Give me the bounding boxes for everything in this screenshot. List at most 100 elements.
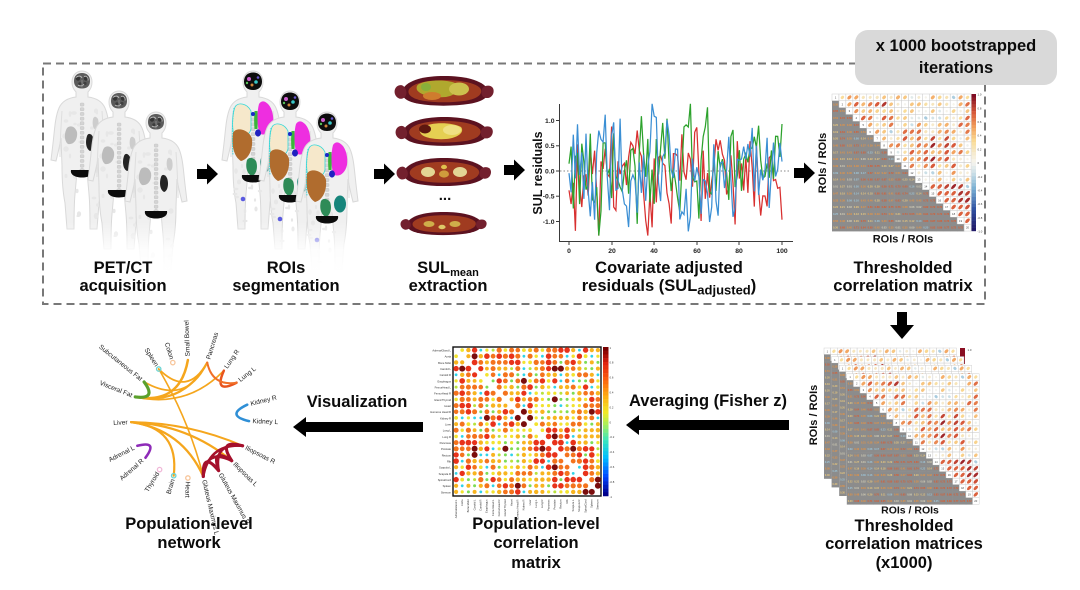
svg-text:Scapula R: Scapula R: [577, 499, 581, 511]
svg-text:-0.8: -0.8: [978, 216, 983, 220]
svg-text:-0.6: -0.6: [978, 202, 983, 206]
svg-text:Carotid L: Carotid L: [472, 499, 476, 510]
svg-text:0.6: 0.6: [978, 120, 982, 124]
svg-text:AdrenalGland L: AdrenalGland L: [432, 348, 451, 352]
svg-text:Carotid R: Carotid R: [479, 499, 483, 510]
svg-text:ROIs / ROIs: ROIs / ROIs: [881, 505, 939, 517]
svg-text:FemurHead L: FemurHead L: [435, 385, 452, 389]
svg-text:0.4: 0.4: [978, 134, 982, 138]
svg-text:0.8: 0.8: [610, 361, 614, 365]
svg-text:-1.0: -1.0: [543, 219, 555, 226]
svg-text:Rib: Rib: [565, 499, 569, 504]
svg-text:FemurHead R: FemurHead R: [434, 392, 451, 396]
svg-text:Small Bowel: Small Bowel: [184, 320, 192, 357]
svg-text:0.2: 0.2: [978, 147, 982, 151]
svg-text:Pancreas: Pancreas: [440, 441, 452, 445]
svg-text:...: ...: [439, 187, 452, 204]
svg-text:Heart: Heart: [183, 481, 191, 498]
svg-text:ROIs / ROIs: ROIs / ROIs: [873, 234, 934, 246]
svg-text:SpinalCord: SpinalCord: [583, 499, 587, 513]
svg-text:0: 0: [610, 420, 612, 424]
svg-text:Aorta: Aorta: [460, 499, 464, 506]
svg-text:Gland Thyroid: Gland Thyroid: [434, 398, 451, 402]
svg-text:ROIs / ROIs: ROIs / ROIs: [817, 133, 829, 194]
svg-text:Pancreas: Pancreas: [546, 499, 550, 511]
svg-text:SpinalCord: SpinalCord: [438, 478, 452, 482]
svg-text:Rectum: Rectum: [442, 453, 452, 457]
svg-text:Spleen: Spleen: [143, 347, 160, 368]
svg-text:0.0: 0.0: [545, 168, 555, 175]
svg-text:Prostate: Prostate: [441, 447, 452, 451]
svg-text:Lung R: Lung R: [540, 499, 544, 508]
svg-text:Lung L: Lung L: [443, 429, 452, 433]
svg-text:Scapula R: Scapula R: [439, 472, 451, 476]
svg-text:Adrenal L: Adrenal L: [108, 445, 137, 464]
svg-text:Pancreas: Pancreas: [205, 331, 220, 360]
svg-text:FemurHead L: FemurHead L: [491, 499, 495, 516]
svg-text:ROIs / ROIs: ROIs / ROIs: [808, 385, 820, 446]
svg-text:Liver: Liver: [113, 419, 128, 427]
svg-text:Prostate: Prostate: [553, 499, 557, 510]
svg-text:Heart: Heart: [509, 499, 513, 506]
svg-text:0: 0: [567, 248, 571, 255]
svg-text:Bone Mdst: Bone Mdst: [466, 499, 470, 512]
svg-text:60: 60: [693, 248, 701, 255]
svg-text:Scapula L: Scapula L: [439, 466, 451, 470]
svg-text:0.8: 0.8: [978, 106, 982, 110]
svg-text:Carotid L: Carotid L: [440, 367, 451, 371]
svg-text:Adrenal R: Adrenal R: [119, 458, 146, 483]
svg-text:0.4: 0.4: [610, 391, 614, 395]
svg-text:Brain: Brain: [166, 478, 177, 495]
svg-text:0.6: 0.6: [610, 376, 614, 380]
svg-text:Subcutaneous Fat: Subcutaneous Fat: [97, 344, 143, 383]
svg-text:Liver: Liver: [445, 422, 451, 426]
svg-text:Kidney R: Kidney R: [440, 416, 451, 420]
svg-text:Lung L: Lung L: [237, 366, 257, 384]
svg-text:Heart: Heart: [444, 404, 451, 408]
svg-text:1: 1: [610, 346, 612, 350]
svg-text:Colon: Colon: [163, 342, 175, 361]
svg-text:Rib: Rib: [447, 459, 452, 463]
svg-text:Humerus Head R: Humerus Head R: [430, 410, 451, 414]
svg-text:Spleen: Spleen: [443, 484, 452, 488]
svg-text:Lung R: Lung R: [223, 348, 241, 370]
svg-text:Bone Mdst: Bone Mdst: [438, 361, 451, 365]
svg-text:100: 100: [776, 248, 788, 255]
svg-text:Iliopsoas L: Iliopsoas L: [231, 461, 258, 488]
svg-text:1.0: 1.0: [545, 118, 555, 125]
svg-text:Kidney L: Kidney L: [252, 418, 278, 426]
svg-text:Lung L: Lung L: [534, 499, 538, 508]
svg-text:-1: -1: [610, 495, 613, 499]
svg-text:Humerus Head R: Humerus Head R: [516, 499, 520, 520]
svg-text:AdrenalGland L: AdrenalGland L: [454, 499, 458, 518]
svg-text:Iliopsoas R: Iliopsoas R: [244, 445, 276, 466]
svg-text:Kidney R: Kidney R: [522, 499, 526, 510]
svg-text:1.0: 1.0: [968, 348, 972, 352]
svg-text:40: 40: [650, 248, 658, 255]
svg-text:-0.8: -0.8: [610, 480, 615, 484]
svg-text:1.0: 1.0: [978, 93, 982, 97]
svg-text:-0.4: -0.4: [610, 450, 615, 454]
svg-text:Rectum: Rectum: [559, 499, 563, 509]
svg-text:-1.0: -1.0: [978, 230, 983, 234]
svg-text:20: 20: [608, 248, 616, 255]
svg-text:0: 0: [978, 161, 980, 165]
svg-text:Esophagus: Esophagus: [485, 499, 489, 513]
svg-text:-0.4: -0.4: [978, 189, 983, 193]
svg-text:Esophagus: Esophagus: [438, 379, 452, 383]
svg-text:0.5: 0.5: [545, 143, 555, 150]
svg-text:Gland Thyroid: Gland Thyroid: [503, 499, 507, 516]
svg-text:80: 80: [735, 248, 743, 255]
svg-text:FemurHead R: FemurHead R: [497, 499, 501, 516]
svg-text:Scapula L: Scapula L: [571, 499, 575, 511]
svg-text:Sternum: Sternum: [441, 490, 452, 494]
svg-text:Sternum: Sternum: [596, 499, 600, 510]
svg-text:Liver: Liver: [528, 499, 532, 505]
svg-text:SUL residuals: SUL residuals: [531, 131, 545, 214]
svg-text:Lung R: Lung R: [442, 435, 451, 439]
svg-text:Spleen: Spleen: [590, 499, 594, 508]
svg-text:Aorta: Aorta: [445, 355, 452, 359]
svg-text:-0.6: -0.6: [610, 465, 615, 469]
svg-text:-0.2: -0.2: [610, 435, 615, 439]
svg-text:-0.5: -0.5: [543, 194, 555, 201]
